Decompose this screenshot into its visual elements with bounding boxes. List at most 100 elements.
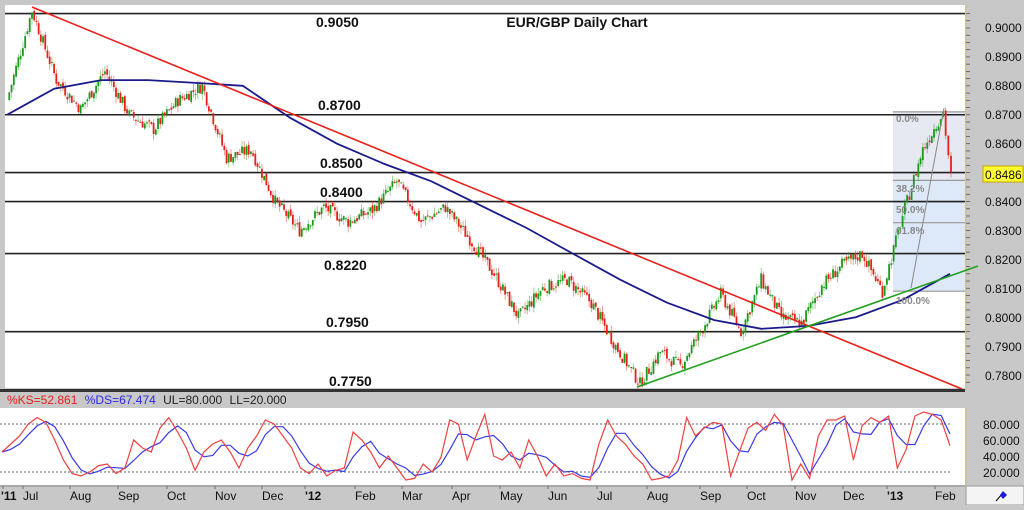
candle <box>504 282 507 300</box>
candle <box>548 279 551 295</box>
candle <box>690 341 693 355</box>
candle <box>358 213 361 221</box>
candle <box>883 284 886 297</box>
candle <box>561 270 564 285</box>
chart-tool-button[interactable] <box>965 485 1024 506</box>
candle <box>380 194 383 209</box>
candle <box>398 179 400 188</box>
candle <box>232 157 235 166</box>
candle <box>50 57 53 67</box>
candle <box>331 201 334 207</box>
date-label: Oct <box>167 489 186 503</box>
date-axis-labels: '11 Jul Aug Sep Oct Nov Dec '12 Feb Mar Apr May Jun J… <box>1 486 956 503</box>
date-label: Dec <box>262 489 283 503</box>
candle <box>55 69 58 89</box>
candle <box>746 309 749 327</box>
date-label: Oct <box>747 489 766 503</box>
candle <box>422 214 425 222</box>
candle <box>376 202 378 214</box>
drawing-tool-icon[interactable] <box>995 491 1007 502</box>
candle <box>157 113 159 134</box>
downtrend-line[interactable] <box>31 6 963 390</box>
candle <box>12 72 15 91</box>
candle <box>44 31 47 53</box>
candle <box>701 331 704 338</box>
candle <box>517 308 520 324</box>
candle <box>285 208 288 222</box>
moving-average-line[interactable] <box>6 79 951 330</box>
candle <box>236 151 239 160</box>
candle <box>728 303 731 320</box>
candle <box>241 140 243 155</box>
candle <box>391 175 394 190</box>
candle <box>825 273 828 291</box>
candle <box>192 84 195 98</box>
price-axis[interactable] <box>965 5 1024 391</box>
candle <box>99 70 102 86</box>
candle <box>663 345 666 356</box>
candle <box>686 353 689 363</box>
candle <box>888 261 891 282</box>
level-label-8700: 0.8700 <box>318 97 361 113</box>
candle <box>435 211 438 215</box>
candle <box>568 276 571 289</box>
ds-line <box>1 413 951 479</box>
candle <box>555 282 557 293</box>
candle <box>477 242 480 259</box>
candle <box>541 283 544 291</box>
candle <box>921 142 924 167</box>
candle <box>688 352 691 361</box>
candle <box>455 215 458 224</box>
candle <box>132 109 135 121</box>
candle <box>243 141 246 159</box>
candle <box>760 268 763 292</box>
candle <box>612 340 615 354</box>
candle <box>605 323 608 336</box>
candle <box>128 108 131 118</box>
candle <box>327 201 330 216</box>
candle <box>670 358 673 372</box>
candle <box>572 276 575 297</box>
candle <box>356 215 358 224</box>
candle <box>657 350 659 366</box>
candle <box>168 108 170 111</box>
date-axis[interactable] <box>0 486 965 505</box>
uptrend-line[interactable] <box>636 265 979 388</box>
candle <box>314 208 316 222</box>
candle <box>400 181 403 184</box>
candle <box>333 203 336 217</box>
chart-title: EUR/GBP Daily Chart <box>506 14 648 30</box>
candle <box>261 164 263 184</box>
panel-divider[interactable] <box>0 389 965 392</box>
candle <box>70 95 73 103</box>
candle <box>227 152 230 168</box>
candle <box>305 226 308 233</box>
candle <box>769 289 772 298</box>
candle <box>683 360 686 375</box>
date-label: Mar <box>402 489 423 503</box>
candle <box>378 195 381 212</box>
candle <box>409 199 411 210</box>
candle <box>493 268 495 278</box>
price-tick: 0.8400 <box>985 195 1022 209</box>
candle <box>859 250 861 265</box>
price-plot-area[interactable] <box>5 5 965 391</box>
candle <box>462 220 465 232</box>
candle <box>874 271 877 283</box>
candle <box>910 187 913 200</box>
candle <box>699 329 702 336</box>
candle <box>466 230 469 238</box>
fibonacci-retracement[interactable] <box>893 111 965 292</box>
candle <box>630 366 633 373</box>
candle <box>265 173 268 186</box>
candle <box>482 245 484 262</box>
stochastic-axis[interactable] <box>965 408 1024 485</box>
candle <box>245 143 248 160</box>
date-label: Feb <box>355 489 376 503</box>
candle <box>345 216 347 223</box>
candle <box>820 283 823 298</box>
candle <box>724 291 727 310</box>
candle <box>309 224 312 230</box>
candle <box>347 216 350 233</box>
